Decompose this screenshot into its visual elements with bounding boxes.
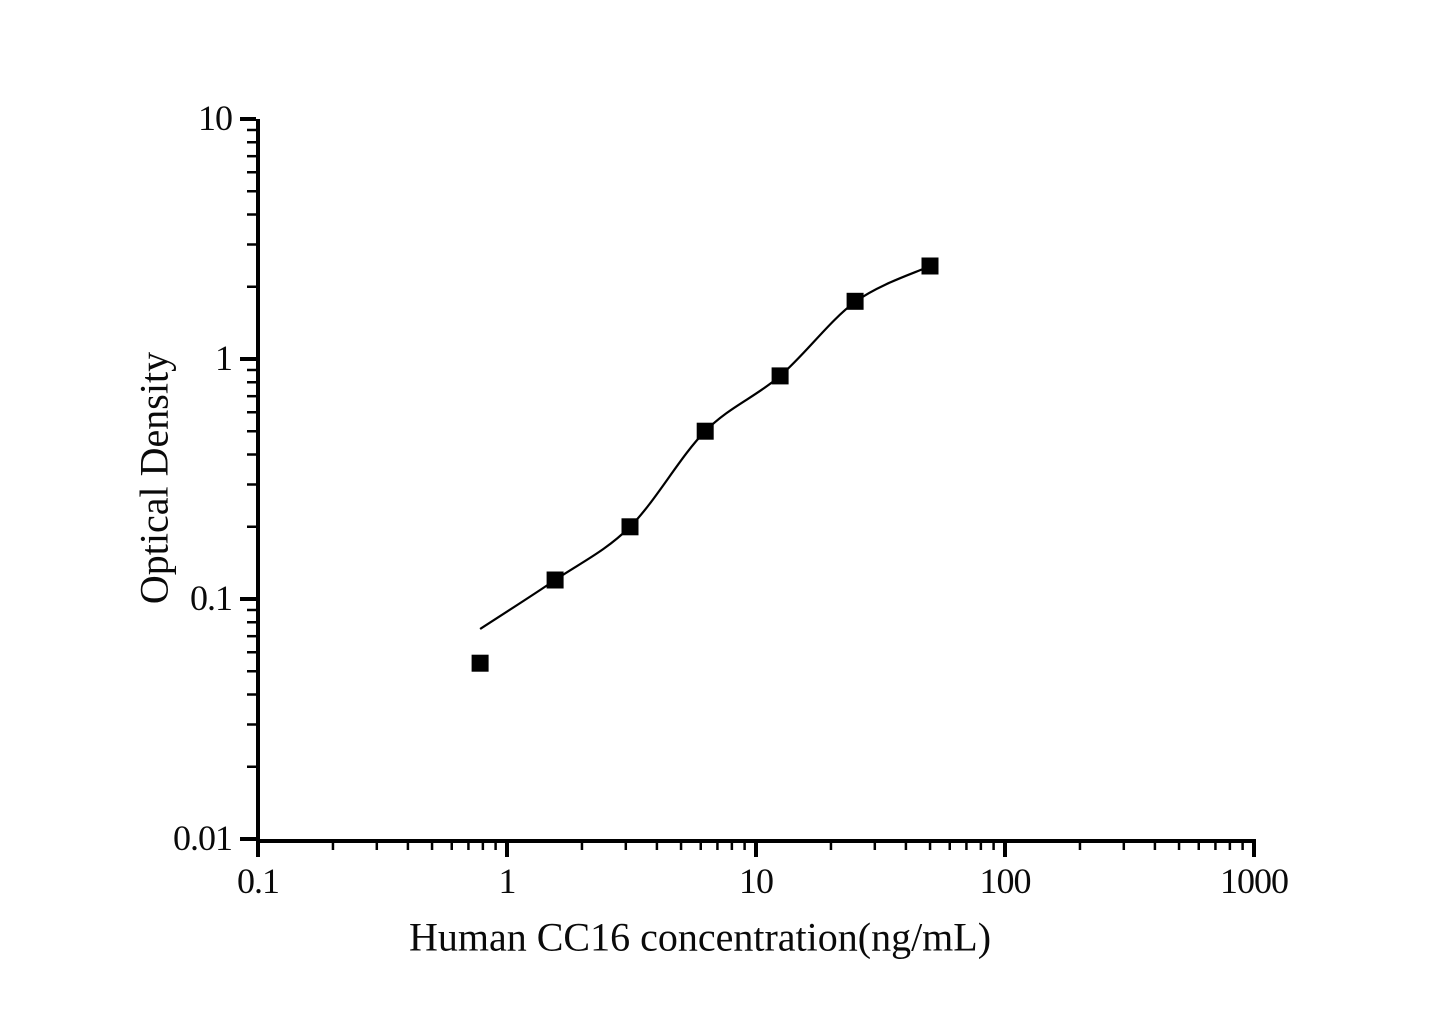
y-tick-label-0.01: 0.01 — [173, 818, 232, 858]
data-point-marker — [621, 518, 639, 536]
y-axis-title: Optical Density — [131, 351, 177, 605]
data-point-marker — [546, 571, 564, 589]
data-point-marker — [846, 292, 864, 310]
x-tick-label-1000: 1000 — [1220, 861, 1288, 901]
y-tick-label-10: 10 — [198, 98, 232, 138]
data-point-marker — [471, 654, 489, 672]
x-tick-label-0.1: 0.1 — [237, 861, 279, 901]
y-tick-label-1: 1 — [215, 338, 232, 378]
x-axis-title: Human CC16 concentration(ng/mL) — [408, 914, 992, 960]
data-point-marker — [696, 422, 714, 440]
x-tick-label-1: 1 — [499, 861, 516, 901]
x-tick-label-100: 100 — [980, 861, 1031, 901]
x-tick-label-10: 10 — [739, 861, 773, 901]
data-point-marker — [771, 367, 789, 385]
data-point-marker — [921, 257, 939, 275]
y-tick-label-0.1: 0.1 — [190, 578, 232, 618]
